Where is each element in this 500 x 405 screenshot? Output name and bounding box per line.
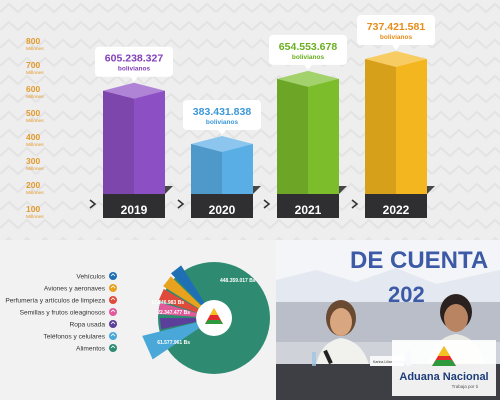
bar-chart-panel: 800 Millones 700 Millones 600 Millones 500 Mill… [0, 0, 500, 240]
data-label: 654.553.678 [279, 41, 338, 53]
nameplate: Karina Liliana Serrudo [373, 360, 409, 364]
value-callout [269, 34, 347, 65]
value-callout [357, 15, 435, 46]
slice-label: 448.359.017 Bs [220, 278, 256, 284]
bar-face-left [277, 78, 308, 194]
pie-slice-3 [158, 289, 199, 313]
photo-scene: DE CUENTA 202 Karina Liliana Serrudo [276, 240, 500, 400]
slice-label: 61.577.961 Bs [157, 340, 190, 346]
y-tick-unit: Millones [26, 190, 44, 196]
bar-face-right [134, 90, 165, 194]
y-tick-unit: Millones [26, 118, 44, 124]
legend-entry: Aviones y aeronaves [44, 286, 106, 293]
pie-slice-6 [142, 322, 200, 360]
y-tick-unit: Millones [26, 94, 44, 100]
y-tick-unit: Millones [26, 214, 44, 220]
y-tick-label: 500 [26, 108, 40, 118]
x-tick-label: 2020 [209, 203, 236, 217]
y-tick-unit: Millones [26, 142, 44, 148]
press-conference-photo: DE CUENTA 202 Karina Liliana Serrudo [276, 240, 500, 400]
bar-face-right [222, 143, 253, 194]
y-tick-label: 800 [26, 36, 40, 46]
brand-tagline: Trabaja por ti [452, 384, 478, 389]
slice-label: 17.346.983 Bs [151, 300, 184, 306]
pie-slice-1 [170, 265, 205, 306]
y-tick-label: 100 [26, 204, 40, 214]
import-breakdown-panel: Vehículos Aviones y aeronaves Perfumería y… [0, 240, 276, 400]
bar-chart: 800Millones700Millones600Millones500Mill… [0, 0, 500, 240]
bar-face-left [103, 90, 134, 194]
legend-entry: Perfumería y artículos de limpieza [5, 298, 105, 305]
data-label-unit: bolivianos [380, 34, 413, 41]
brand-name: Aduana Nacional [399, 371, 488, 383]
legend-marker [109, 284, 117, 292]
y-tick-unit: Millones [26, 46, 44, 52]
legend-marker [109, 308, 117, 316]
y-tick-label: 400 [26, 132, 40, 142]
value-callout [183, 99, 261, 130]
pie-rays [142, 265, 205, 360]
bar-face-left [365, 59, 396, 194]
bar-top-face [191, 135, 253, 152]
chevron-right-icon [351, 199, 359, 209]
data-label: 737.421.581 [367, 21, 426, 33]
legend-marker [109, 332, 117, 340]
legend-entry: Semillas y frutos oleaginosos [20, 310, 106, 317]
data-label-unit: bolivianos [118, 66, 151, 73]
bar-face-right [308, 78, 339, 194]
legend-entry: Ropa usada [69, 322, 105, 329]
bar-base [365, 194, 427, 218]
x-tick-label: 2022 [383, 203, 410, 217]
bar-face-right [396, 59, 427, 194]
chevron-right-icon [263, 199, 271, 209]
legend-marker [109, 320, 117, 328]
brand-block: Aduana Nacional Trabaja por ti [392, 340, 496, 396]
x-tick-label: 2021 [295, 203, 322, 217]
data-label: 383.431.838 [193, 106, 252, 118]
bar-face-left [191, 143, 222, 194]
y-tick-unit: Millones [26, 166, 44, 172]
bar-top-face [103, 82, 165, 99]
pie-slice-5 [160, 318, 197, 330]
legend-entry: Vehículos [76, 274, 105, 281]
legend-entry: Alimentos [76, 346, 106, 353]
pie-slice-4 [158, 302, 197, 317]
value-callout [95, 46, 173, 77]
legend-marker [109, 344, 117, 352]
import-pie-chart: Vehículos Aviones y aeronaves Perfumería y… [5, 262, 270, 374]
aduana-logo: Aduana Nacional Trabaja por ti [399, 346, 489, 389]
bar-base [103, 194, 165, 218]
y-tick-label: 300 [26, 156, 40, 166]
y-tick-label: 200 [26, 180, 40, 190]
x-tick-label: 2019 [121, 203, 148, 217]
chevron-right-icon [89, 199, 97, 209]
data-label-unit: bolivianos [292, 54, 325, 61]
y-tick-unit: Millones [26, 70, 44, 76]
legend-entry: Teléfonos y celulares [43, 334, 105, 341]
y-tick-label: 600 [26, 84, 40, 94]
chevron-right-icon [177, 199, 185, 209]
bar-top-face [277, 70, 339, 87]
bar-top-face [365, 51, 427, 68]
banner-text: DE CUENTA [350, 247, 488, 274]
data-label: 605.238.327 [105, 53, 164, 65]
y-tick-label: 700 [26, 60, 40, 70]
pie-slice-2 [163, 276, 202, 309]
legend-marker [109, 296, 117, 304]
data-label-unit: bolivianos [206, 119, 239, 126]
bar-base [277, 194, 339, 218]
legend-marker [109, 272, 117, 280]
slice-label: 22.347.477 Bs [157, 310, 190, 316]
bar-base [191, 194, 253, 218]
